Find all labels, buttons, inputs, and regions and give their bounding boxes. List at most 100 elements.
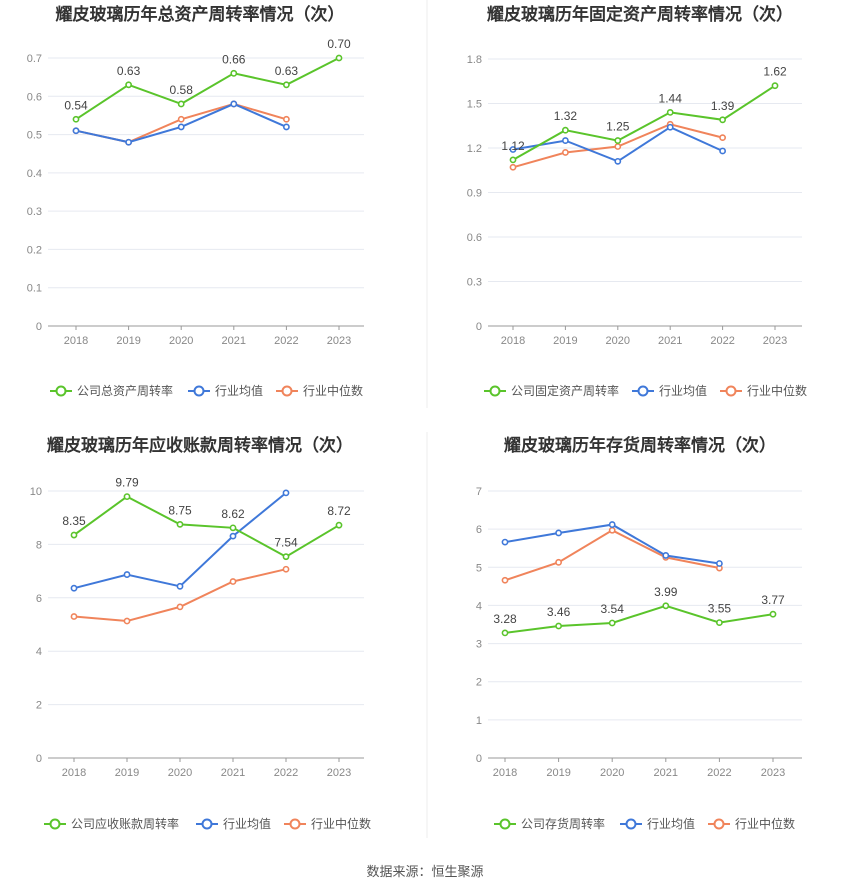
x-tick-label: 2023 [761, 767, 785, 779]
data-point [229, 532, 237, 540]
data-point [72, 127, 80, 135]
y-tick-label: 0.7 [27, 53, 42, 65]
y-tick-label: 1.2 [467, 143, 482, 155]
data-label: 3.54 [601, 602, 625, 616]
y-tick-label: 1.5 [467, 99, 482, 111]
series-line-company [75, 57, 340, 121]
legend-marker [713, 818, 725, 830]
data-point [555, 622, 562, 630]
x-tick-label: 2021 [222, 335, 246, 347]
x-tick-label: 2019 [553, 335, 577, 347]
x-tick-label: 2020 [168, 767, 192, 779]
data-label: 8.35 [62, 514, 86, 528]
y-tick-label: 6 [36, 593, 42, 605]
data-label: 1.44 [659, 91, 683, 105]
data-label: 0.58 [170, 83, 194, 97]
x-tick-label: 2019 [115, 767, 139, 779]
x-tick-label: 2018 [62, 767, 86, 779]
legend-label: 公司总资产周转率 [77, 383, 173, 398]
y-tick-label: 8 [36, 539, 42, 551]
series-line-industry-median [75, 102, 287, 144]
legend-label: 行业中位数 [735, 816, 795, 831]
legend-label: 行业均值 [647, 816, 695, 831]
y-tick-label: 0.6 [27, 91, 42, 103]
series-line-company [504, 604, 774, 634]
x-tick-label: 2019 [116, 335, 140, 347]
y-tick-label: 0.9 [467, 188, 482, 200]
legend-marker [489, 385, 501, 397]
data-point [123, 571, 131, 578]
data-point [282, 115, 290, 123]
data-point [282, 553, 290, 561]
y-tick-label: 4 [36, 646, 42, 658]
legend-marker [281, 385, 293, 397]
legend-item-industry-median: 行业中位数 [720, 383, 807, 398]
y-tick-label: 0.6 [467, 232, 482, 244]
data-point [769, 610, 777, 618]
legend-item-industry-avg: 行业均值 [196, 816, 271, 831]
data-point [230, 100, 238, 108]
data-point [614, 143, 622, 150]
y-tick-label: 2 [36, 700, 42, 712]
chart-panel-4: 耀皮玻璃历年存货周转率情况（次） 0 1 2 3 4 5 6 7 2018 2019 2020 2021… [476, 435, 802, 831]
data-label: 3.77 [761, 593, 785, 607]
x-tick-label: 2022 [710, 335, 734, 347]
legend-marker [55, 385, 67, 397]
data-point [666, 123, 674, 131]
data-point [177, 123, 185, 131]
data-label: 1.32 [554, 109, 578, 123]
legend-label: 公司存货周转率 [521, 816, 605, 831]
x-tick-label: 2020 [600, 767, 624, 779]
data-label: 1.39 [711, 99, 735, 113]
data-point [230, 69, 238, 77]
chart-title: 耀皮玻璃历年存货周转率情况（次） [504, 435, 776, 455]
data-point [70, 613, 78, 620]
data-point [719, 116, 726, 124]
data-point [229, 524, 237, 532]
legend-marker [49, 818, 61, 830]
data-label: 3.28 [493, 612, 517, 626]
data-label: 1.25 [606, 120, 630, 134]
data-label: 3.46 [547, 605, 571, 619]
data-point [176, 520, 184, 528]
data-point [229, 578, 237, 585]
data-label: 1.12 [501, 139, 525, 153]
data-point [282, 565, 290, 573]
x-tick-label: 2021 [221, 767, 245, 779]
data-point [555, 529, 562, 537]
data-point [501, 538, 509, 546]
data-point [125, 138, 133, 146]
y-tick-label: 0.5 [27, 130, 42, 142]
legend-marker [201, 818, 213, 830]
data-label: 1.62 [763, 65, 787, 79]
data-point [176, 603, 184, 611]
y-tick-label: 1 [476, 715, 482, 727]
data-point [177, 100, 185, 108]
data-point [716, 560, 723, 567]
y-tick-label: 0 [36, 321, 42, 333]
legend-item-industry-median: 行业中位数 [276, 383, 363, 398]
data-label: 9.79 [115, 476, 139, 490]
data-point [662, 602, 670, 610]
y-tick-label: 0.3 [27, 206, 42, 218]
data-point [282, 81, 290, 89]
data-point [509, 146, 517, 153]
y-tick-label: 1.8 [467, 54, 482, 66]
data-point [608, 526, 616, 534]
legend-item-industry-median: 行业中位数 [284, 816, 371, 831]
chart-title: 耀皮玻璃历年总资产周转率情况（次） [56, 4, 345, 24]
x-tick-label: 2018 [493, 767, 517, 779]
series-line-industry-median [504, 529, 720, 582]
data-point [501, 576, 509, 584]
y-tick-label: 0 [476, 753, 482, 765]
series-line-industry-median [73, 568, 287, 623]
data-point [335, 54, 343, 62]
y-tick-label: 0.4 [27, 168, 42, 180]
legend-marker [725, 385, 737, 397]
legend-item-company: 公司应收账款周转率 [44, 816, 179, 831]
x-tick-label: 2023 [327, 335, 351, 347]
data-point [282, 489, 290, 497]
data-label: 0.70 [327, 37, 351, 51]
legend-marker [637, 385, 649, 397]
x-tick-label: 2018 [501, 335, 525, 347]
